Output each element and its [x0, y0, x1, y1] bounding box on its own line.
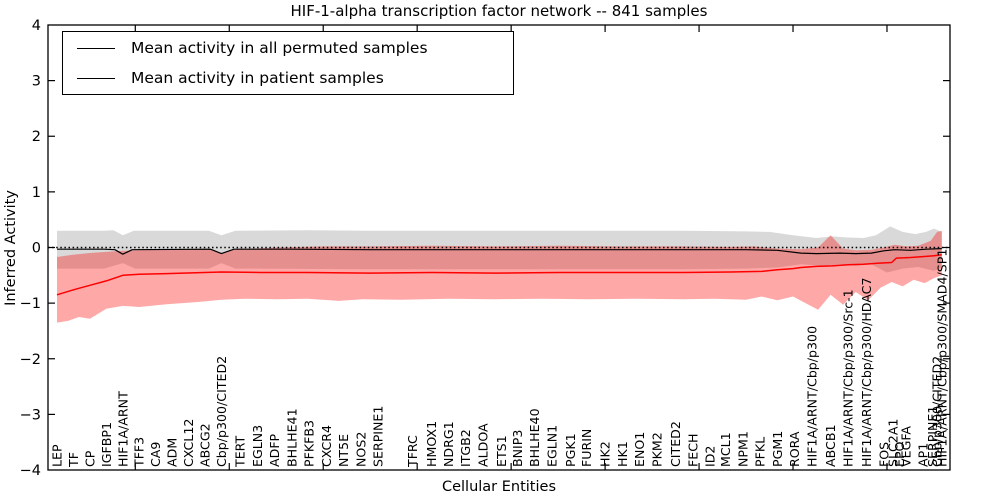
- x-category-label: HK2: [598, 441, 613, 467]
- x-category-label: TFF3: [132, 437, 147, 468]
- legend-line-red-icon: [77, 77, 115, 79]
- x-category-label: VEGFA: [898, 426, 913, 467]
- x-category-label: EPO: [892, 441, 907, 467]
- x-category-label: CXCR4: [319, 425, 334, 467]
- x-category-label: PFKL: [753, 437, 768, 467]
- x-category-label: TFRC: [405, 435, 420, 468]
- x-category-label: HIF1A/ARNT/Cbp/p300: [804, 326, 819, 467]
- x-category-label: ADFP: [267, 433, 282, 467]
- x-category-label: HIF1A/ARNT/Cbp/p300/HDAC7: [859, 278, 874, 467]
- y-tick-label: −4: [20, 463, 41, 479]
- legend-label-patient: Mean activity in patient samples: [131, 69, 384, 87]
- x-category-label: LEP: [50, 444, 65, 467]
- x-category-label: CXCL12: [181, 419, 196, 467]
- x-category-label: IGFBP1: [99, 422, 114, 467]
- x-category-label: ADM: [165, 438, 180, 467]
- x-category-label: NDRG1: [441, 421, 456, 467]
- x-category-label: EGLN1: [544, 425, 559, 467]
- legend-box: Mean activity in all permuted samples Me…: [62, 31, 514, 95]
- y-tick-label: −1: [20, 296, 41, 312]
- x-category-label: TERT: [233, 436, 248, 468]
- x-category-label: Cbp/p300/CITED2: [214, 356, 229, 467]
- y-tick-label: 2: [32, 129, 41, 145]
- x-category-label: PGM1: [770, 431, 785, 467]
- x-category-label: FOS: [876, 442, 891, 467]
- x-category-label: HIF1A/ARNT/Cbp/p300/SMAD4/SP1: [934, 249, 949, 467]
- series-line-permuted: [57, 248, 942, 255]
- legend-item-patient: Mean activity in patient samples: [63, 64, 513, 92]
- x-category-label: EGLN3: [250, 425, 265, 467]
- x-category-label: ABCG2: [198, 423, 213, 467]
- x-category-label: ETS1: [494, 435, 509, 467]
- y-tick-label: 1: [32, 185, 41, 201]
- chart-title: HIF-1-alpha transcription factor network…: [290, 2, 708, 20]
- x-category-label: MCL1: [718, 432, 733, 467]
- y-tick-label: 3: [32, 74, 41, 90]
- y-tick-label: −2: [20, 352, 41, 368]
- x-category-label: BHLHE41: [284, 408, 299, 467]
- legend-label-permuted: Mean activity in all permuted samples: [131, 39, 428, 57]
- x-category-label: PKM2: [649, 432, 664, 467]
- legend-item-permuted: Mean activity in all permuted samples: [63, 34, 513, 62]
- x-category-label: ENO1: [632, 432, 647, 467]
- x-category-label: ALDOA: [476, 423, 491, 467]
- x-category-label: NT5E: [336, 434, 351, 467]
- x-category-label: RORA: [787, 431, 802, 467]
- x-category-label: PGK1: [563, 433, 578, 467]
- x-category-label: TF: [66, 452, 81, 468]
- y-tick-label: −3: [20, 407, 41, 423]
- x-category-label: ITGB2: [458, 429, 473, 467]
- x-category-label: SLC2A1: [886, 419, 901, 467]
- x-category-label: SERPINE1: [371, 406, 386, 467]
- x-category-label: FURIN: [579, 429, 594, 467]
- x-category-label: Cbp/p300/CITED2: [930, 356, 945, 467]
- x-category-label: SERPINE1: [925, 406, 940, 467]
- x-category-label: BNIP3: [510, 430, 525, 467]
- y-tick-label: 4: [32, 18, 41, 34]
- x-category-label: FECH: [685, 434, 700, 467]
- x-category-label: CA9: [148, 442, 163, 467]
- y-axis-label: Inferred Activity: [3, 190, 19, 306]
- legend-line-black-icon: [77, 47, 115, 49]
- x-category-label: ABCB1: [823, 425, 838, 467]
- x-category-label: CP: [82, 450, 97, 467]
- series-line-patient: [56, 253, 942, 296]
- x-category-label: AP1: [916, 443, 931, 467]
- x-category-label: NOS2: [353, 432, 368, 467]
- x-category-label: BHLHE40: [527, 408, 542, 467]
- x-category-label: HIF1A/ARNT: [115, 391, 130, 467]
- x-category-label: HMOX1: [424, 421, 439, 467]
- patient-samples-range-band: [57, 230, 942, 323]
- x-category-label: NPM1: [735, 431, 750, 467]
- x-category-label: ID2: [703, 446, 718, 467]
- x-category-label: HIF1A/ARNT/Cbp/p300/Src-1: [840, 289, 855, 467]
- x-category-label: HK1: [615, 441, 630, 467]
- x-axis-label: Cellular Entities: [441, 479, 557, 495]
- y-tick-label: 0: [32, 241, 41, 257]
- x-category-label: CITED2: [668, 421, 683, 467]
- x-category-label: PFKFB3: [302, 420, 317, 467]
